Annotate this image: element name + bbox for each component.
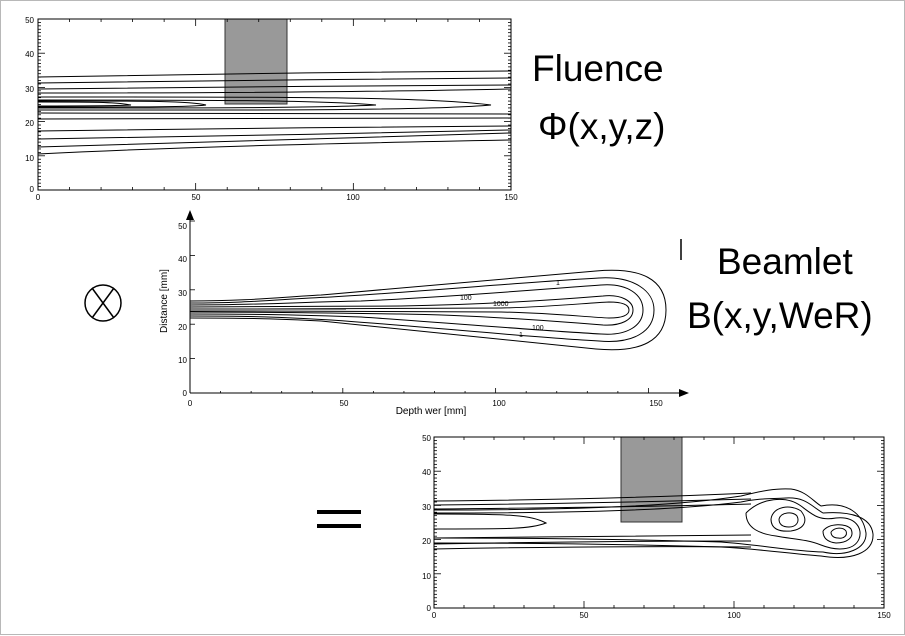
result-x-tick-150: 150 — [877, 611, 891, 620]
beamlet-contour-label-100-bottom: 100 — [532, 325, 544, 332]
fluence-contours — [37, 70, 512, 155]
beamlet-formula: B(x,y,WeR) — [687, 295, 873, 336]
equals-operator — [317, 510, 361, 528]
fluence-y-tick-0: 0 — [30, 185, 35, 194]
result-axis-ticks — [433, 436, 885, 609]
beamlet-y-tick-10: 10 — [178, 356, 187, 365]
fluence-y-tick-50: 50 — [25, 16, 34, 25]
fluence-y-tick-labels: 0 10 20 30 40 50 — [25, 16, 34, 194]
beamlet-x-axis-label: Depth wer [mm] — [396, 406, 467, 417]
result-x-tick-0: 0 — [432, 611, 437, 620]
beamlet-contour-label-100-top: 100 — [460, 295, 472, 302]
beamlet-y-axis-label: Distance [mm] — [159, 269, 170, 333]
fluence-y-tick-30: 30 — [25, 85, 34, 94]
fluence-x-tick-100: 100 — [346, 193, 360, 202]
fluence-formula: Φ(x,y,z) — [538, 106, 665, 147]
result-y-tick-50: 50 — [422, 434, 431, 443]
fluence-y-tick-10: 10 — [25, 154, 34, 163]
beamlet-y-tick-labels: 0 10 20 30 40 50 — [178, 222, 187, 398]
fluence-x-tick-50: 50 — [192, 193, 201, 202]
result-plot: 0 50 100 150 0 10 20 30 40 50 — [422, 434, 891, 620]
fluence-x-tick-labels: 0 50 100 150 — [36, 193, 518, 202]
fluence-x-tick-0: 0 — [36, 193, 41, 202]
beamlet-contours — [189, 269, 667, 351]
beamlet-y-tick-30: 30 — [178, 289, 187, 298]
beamlet-title: Beamlet — [717, 241, 853, 282]
beamlet-x-tick-50: 50 — [340, 399, 349, 408]
result-y-tick-20: 20 — [422, 537, 431, 546]
result-x-tick-labels: 0 50 100 150 — [432, 611, 891, 620]
result-y-tick-30: 30 — [422, 503, 431, 512]
beamlet-y-tick-20: 20 — [178, 323, 187, 332]
fluence-y-tick-40: 40 — [25, 50, 34, 59]
beamlet-x-tick-150: 150 — [649, 399, 663, 408]
beamlet-plot: 1 100 1000 100 1 0 50 100 150 0 10 20 30… — [159, 210, 689, 417]
fluence-y-tick-20: 20 — [25, 119, 34, 128]
beamlet-y-tick-0: 0 — [183, 389, 188, 398]
beamlet-contour-label-1-bottom: 1 — [519, 332, 523, 339]
beamlet-y-tick-40: 40 — [178, 255, 187, 264]
beamlet-x-tick-0: 0 — [188, 399, 193, 408]
result-y-tick-labels: 0 10 20 30 40 50 — [422, 434, 431, 613]
beamlet-contour-label-1-top: 1 — [556, 280, 560, 287]
result-x-tick-100: 100 — [727, 611, 741, 620]
result-contours — [433, 488, 874, 558]
fluence-block — [224, 18, 288, 105]
beamlet-x-tick-100: 100 — [492, 399, 506, 408]
beamlet-y-tick-50: 50 — [178, 222, 187, 231]
convolution-operator — [84, 284, 122, 322]
fluence-plot: 0 50 100 150 0 10 20 30 40 50 — [25, 16, 518, 202]
result-x-tick-50: 50 — [580, 611, 589, 620]
beamlet-axis-ticks — [189, 220, 649, 394]
fluence-title: Fluence — [532, 48, 664, 89]
result-y-tick-0: 0 — [427, 604, 432, 613]
beamlet-contour-labels: 1 100 1000 100 1 — [460, 280, 560, 339]
fluence-x-tick-150: 150 — [504, 193, 518, 202]
beamlet-x-tick-labels: 0 50 100 150 — [188, 399, 663, 408]
result-y-tick-10: 10 — [422, 572, 431, 581]
beamlet-contour-label-1000: 1000 — [493, 301, 509, 308]
result-y-tick-40: 40 — [422, 468, 431, 477]
fluence-axis-ticks — [37, 18, 512, 191]
